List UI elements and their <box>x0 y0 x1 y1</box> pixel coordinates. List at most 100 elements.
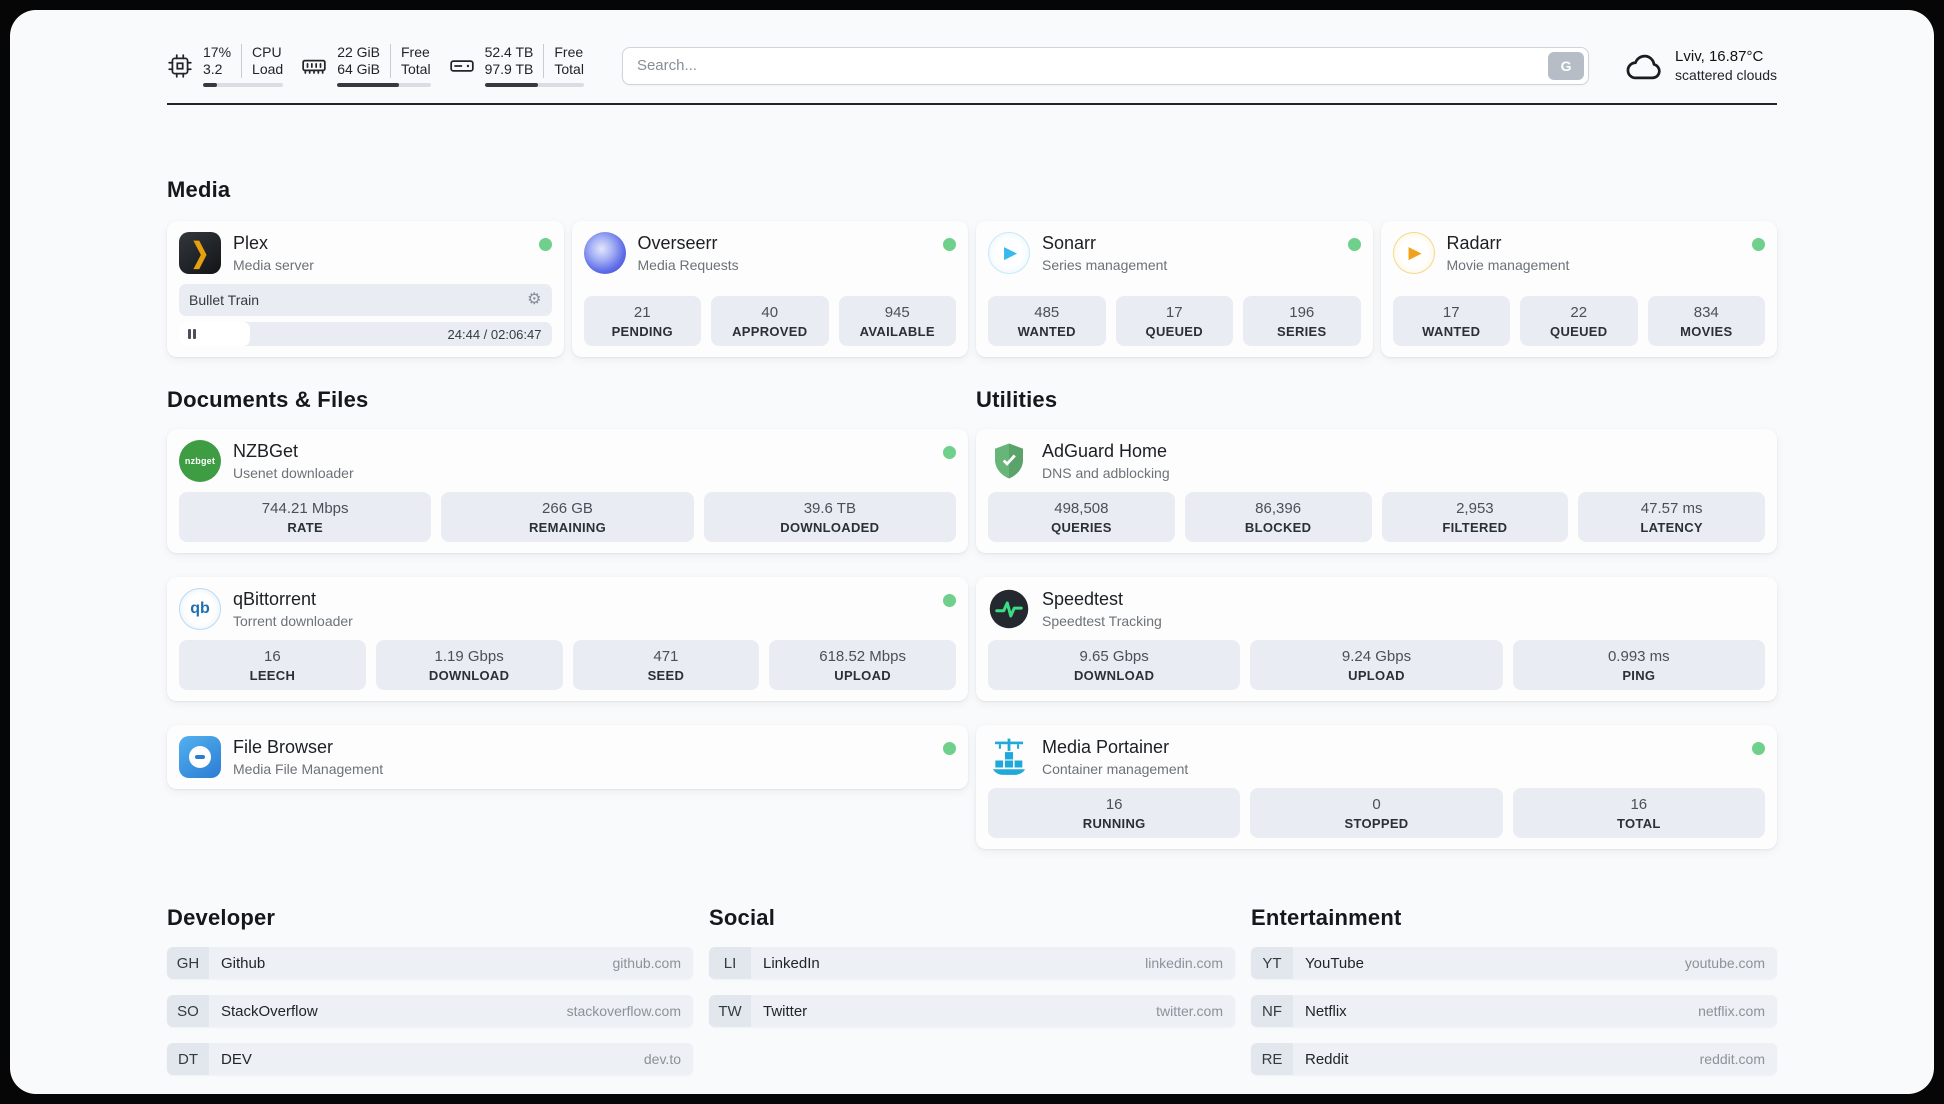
now-playing-title: Bullet Train <box>189 292 260 308</box>
disk-free-label: Free <box>554 44 584 60</box>
service-name: qBittorrent <box>233 589 317 609</box>
stat-label: QUEUED <box>1550 324 1608 339</box>
ram-total-label: Total <box>401 61 431 77</box>
stats-row: 485 WANTED 17 QUEUED 196 SERIES <box>988 286 1361 346</box>
stat-box: 266 GB REMAINING <box>441 492 694 542</box>
service-name: Media Portainer <box>1042 737 1170 757</box>
bookmark-twitter[interactable]: TW Twitter twitter.com <box>709 995 1235 1027</box>
qbittorrent-icon: qb <box>179 588 221 630</box>
adguard-text: AdGuard Home DNS and adblocking <box>1042 441 1170 481</box>
stat-value: 16 <box>1105 796 1123 813</box>
stats-row: 9.65 Gbps DOWNLOAD 9.24 Gbps UPLOAD 0.99… <box>988 630 1765 690</box>
ram-metric-body: 22 GiB 64 GiB Free Total <box>337 44 431 87</box>
disk-total-value: 97.9 TB <box>484 61 534 77</box>
stat-box: 618.52 Mbps UPLOAD <box>769 640 956 690</box>
plex-icon: ❯ <box>179 232 221 274</box>
stat-box: 17 WANTED <box>1392 296 1510 346</box>
overseerr-text: Overseerr Media Requests <box>638 233 739 273</box>
bookmark-url: stackoverflow.com <box>566 1003 681 1019</box>
disk-metric-body: 52.4 TB 97.9 TB Free Total <box>484 44 584 87</box>
search-engine-button[interactable]: G <box>1548 51 1585 80</box>
stat-box: 22 QUEUED <box>1520 296 1638 346</box>
section-media: Media ❯ Plex Media server <box>167 177 1777 357</box>
weather-condition: scattered clouds <box>1675 67 1777 83</box>
bookmark-youtube[interactable]: YT YouTube youtube.com <box>1251 947 1777 979</box>
settings-gear-icon[interactable]: ⚙ <box>527 291 542 308</box>
cpu-metric: 17% 3.2 CPU Load <box>167 44 284 87</box>
status-dot <box>1752 742 1765 755</box>
stat-value: 498,508 <box>1054 500 1109 517</box>
plex-card[interactable]: ❯ Plex Media server Bullet Train ⚙ <box>167 221 564 357</box>
bookmark-name: DEV <box>221 1050 252 1068</box>
plex-chevron-glyph: ❯ <box>190 236 210 268</box>
section-social: Social LI LinkedIn linkedin.com TW Twitt… <box>709 905 1235 1027</box>
weather-widget[interactable]: Lviv, 16.87°C scattered clouds <box>1623 47 1777 84</box>
speedtest-card[interactable]: Speedtest Speedtest Tracking 9.65 Gbps D… <box>976 577 1777 701</box>
qbittorrent-text: qBittorrent Torrent downloader <box>233 589 353 629</box>
qbittorrent-card[interactable]: qb qBittorrent Torrent downloader 16 <box>167 577 968 701</box>
service-subtitle: Media server <box>233 257 314 273</box>
stat-value: 196 <box>1289 304 1315 321</box>
bookmark-netflix[interactable]: NF Netflix netflix.com <box>1251 995 1777 1027</box>
service-name: File Browser <box>233 737 334 757</box>
filebrowser-card[interactable]: File Browser Media File Management <box>167 725 968 789</box>
ram-metric: 22 GiB 64 GiB Free Total <box>301 44 431 87</box>
load-label: Load <box>252 61 284 77</box>
overseerr-card[interactable]: Overseerr Media Requests 21 PENDING 40 A… <box>571 221 968 357</box>
status-dot <box>943 742 956 755</box>
utilities-cards: AdGuard Home DNS and adblocking 498,508 … <box>976 429 1777 849</box>
section-title-entertainment: Entertainment <box>1251 905 1402 930</box>
stat-label: MOVIES <box>1680 324 1733 339</box>
cpu-progress-fill <box>203 83 217 87</box>
dashboard-page: 17% 3.2 CPU Load <box>10 10 1934 1094</box>
bookmark-reddit[interactable]: RE Reddit reddit.com <box>1251 1043 1777 1075</box>
stat-value: 744.21 Mbps <box>261 500 349 517</box>
portainer-card[interactable]: Media Portainer Container management 16 … <box>976 725 1777 849</box>
stat-label: BLOCKED <box>1244 520 1312 535</box>
nzbget-card[interactable]: nzbget NZBGet Usenet downloader 744.21 M… <box>167 429 968 553</box>
disk-free-value: 52.4 TB <box>484 44 534 60</box>
bookmark-dev[interactable]: DT DEV dev.to <box>167 1043 693 1075</box>
sonarr-card[interactable]: ▶ Sonarr Series management 485 WANTED <box>976 221 1373 357</box>
status-dot <box>943 446 956 459</box>
service-subtitle: Media File Management <box>233 761 384 777</box>
now-playing-row: Bullet Train ⚙ <box>179 284 552 316</box>
playback-progress-fill <box>179 322 250 346</box>
stat-value: 9.24 Gbps <box>1341 648 1412 665</box>
section-utilities: Utilities <box>976 387 1777 849</box>
stat-box: 471 SEED <box>572 640 760 690</box>
radarr-play-glyph: ▶ <box>1408 243 1422 262</box>
stat-label: SEED <box>647 668 685 683</box>
weather-location: Lviv, 16.87°C <box>1675 48 1764 65</box>
service-name: Overseerr <box>637 233 718 253</box>
nzbget-icon-text: nzbget <box>184 456 216 466</box>
stat-box: 47.57 ms LATENCY <box>1578 492 1765 542</box>
stat-label: STOPPED <box>1344 816 1409 831</box>
stat-label: APPROVED <box>732 324 808 339</box>
bookmark-url: github.com <box>612 955 681 971</box>
radarr-card[interactable]: ▶ Radarr Movie management 17 WANTED <box>1380 221 1777 357</box>
bookmark-github[interactable]: GH Github github.com <box>167 947 693 979</box>
stat-value: 40 <box>761 304 779 321</box>
bookmark-url: netflix.com <box>1698 1003 1765 1019</box>
bookmark-linkedin[interactable]: LI LinkedIn linkedin.com <box>709 947 1235 979</box>
status-dot <box>1347 238 1361 251</box>
section-title-utilities: Utilities <box>976 387 1058 412</box>
disk-icon <box>449 53 475 79</box>
stat-value: 9.65 Gbps <box>1079 648 1149 665</box>
stat-label: QUERIES <box>1051 520 1112 535</box>
stat-label: RUNNING <box>1082 816 1146 831</box>
search-bar: G <box>621 46 1590 85</box>
service-name: Radarr <box>1446 233 1502 253</box>
search-input[interactable] <box>621 46 1590 85</box>
stat-value: 0 <box>1372 796 1381 813</box>
bookmark-stackoverflow[interactable]: SO StackOverflow stackoverflow.com <box>167 995 693 1027</box>
bookmark-abbr: GH <box>167 947 209 979</box>
sonarr-play-glyph: ▶ <box>1003 243 1018 262</box>
nzbget-text: NZBGet Usenet downloader <box>233 441 354 481</box>
disk-metric: 52.4 TB 97.9 TB Free Total <box>449 44 584 87</box>
adguard-card[interactable]: AdGuard Home DNS and adblocking 498,508 … <box>976 429 1777 553</box>
bookmark-abbr: RE <box>1251 1043 1293 1075</box>
disk-total-label: Total <box>554 61 584 77</box>
portainer-icon <box>988 736 1030 778</box>
